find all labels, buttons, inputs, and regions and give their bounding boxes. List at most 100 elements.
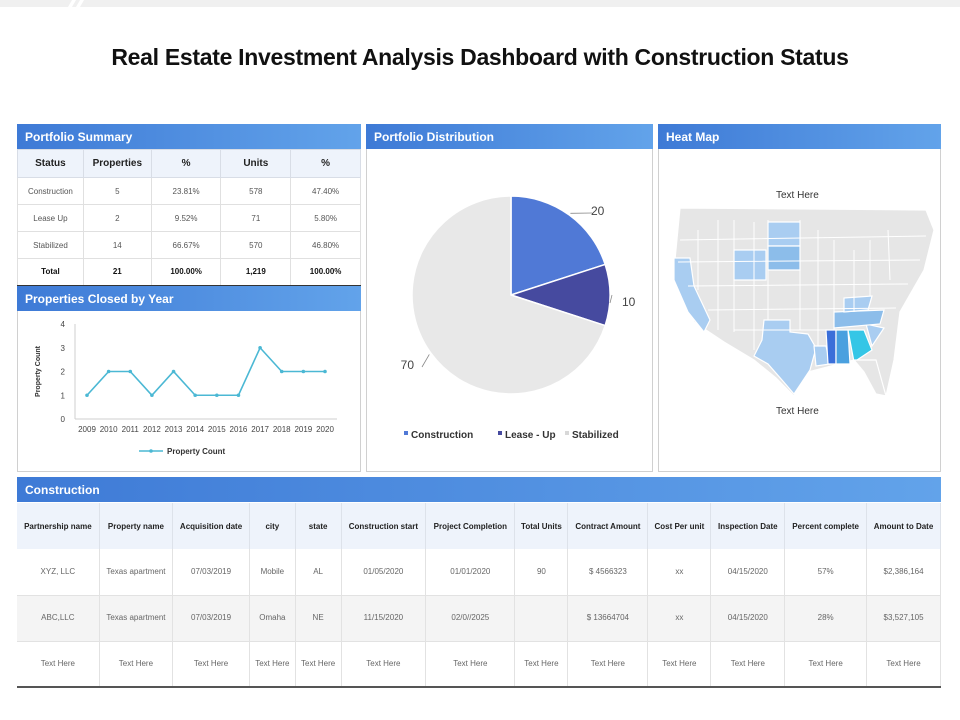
- pie-leader-line: [421, 354, 430, 368]
- table-cell: Omaha: [249, 595, 296, 642]
- table-cell: 71: [220, 204, 292, 232]
- summary-header-row: Status Properties % Units %: [17, 149, 361, 178]
- table-cell: Text Here: [249, 641, 296, 688]
- table-cell: 5.80%: [290, 204, 361, 232]
- top-bar-slash: [75, 0, 85, 7]
- table-cell: 47.40%: [290, 177, 361, 205]
- table-cell: Text Here: [514, 641, 569, 688]
- table-cell: Stabilized: [17, 231, 84, 259]
- x-tick-label: 2013: [165, 425, 183, 434]
- table-cell: AL: [295, 549, 342, 596]
- table-cell: 01/05/2020: [341, 549, 427, 596]
- data-point: [85, 393, 89, 398]
- legend-swatch: [404, 431, 408, 435]
- table-cell: Text Here: [172, 641, 250, 688]
- x-tick-label: 2019: [294, 425, 312, 434]
- table-cell: 11/15/2020: [341, 595, 427, 642]
- pie-data-label: 10: [622, 295, 636, 309]
- table-cell: Text Here: [295, 641, 342, 688]
- heat-map-header: Heat Map: [658, 124, 941, 149]
- x-tick-label: 2011: [122, 425, 140, 434]
- y-axis-label: Property Count: [35, 345, 42, 397]
- table-cell: Text Here: [647, 641, 712, 688]
- construction-col-header: Partnership name: [17, 503, 100, 549]
- table-cell: Texas apartment: [99, 549, 174, 596]
- pie-leader-line: [609, 294, 613, 304]
- table-cell: Text Here: [866, 641, 941, 688]
- table-cell: 02/0//2025: [425, 595, 516, 642]
- construction-col-header: Inspection Date: [710, 503, 786, 549]
- pie-data-label: 20: [591, 204, 605, 218]
- table-cell: Text Here: [341, 641, 427, 688]
- portfolio-distribution-chart: 20 10 70 Construction Lease - Up Stabilized: [401, 195, 636, 441]
- legend-swatch: [565, 431, 569, 435]
- table-cell: Text Here: [99, 641, 174, 688]
- state-georgia: [847, 329, 873, 364]
- data-point: [279, 369, 284, 374]
- pie-slice-construction: [510, 195, 607, 297]
- table-cell: 578: [220, 177, 292, 205]
- x-tick-label: 2014: [186, 425, 204, 434]
- table-cell: $ 4566323: [567, 549, 649, 596]
- table-cell: $ 13664704: [567, 595, 649, 642]
- table-cell: NE: [295, 595, 342, 642]
- x-tick-label: 2015: [208, 425, 226, 434]
- table-cell: 28%: [784, 595, 868, 642]
- data-point: [236, 393, 241, 398]
- table-row: Stabilized 14 66.67% 570 46.80%: [17, 231, 361, 259]
- table-cell: 57%: [784, 549, 868, 596]
- table-cell: 46.80%: [290, 231, 361, 259]
- summary-col-header: %: [150, 149, 222, 178]
- y-tick-label: 0: [61, 415, 66, 424]
- table-cell: Lease Up: [17, 204, 84, 232]
- table-cell: 2: [82, 204, 152, 232]
- table-cell: 07/03/2019: [172, 549, 250, 596]
- data-point: [323, 369, 327, 374]
- portfolio-summary-header: Portfolio Summary: [17, 124, 361, 149]
- table-cell: Text Here: [567, 641, 649, 688]
- y-tick-label: 2: [61, 368, 66, 377]
- data-point: [193, 393, 197, 398]
- legend-label: Property Count: [167, 447, 226, 456]
- y-tick-label: 4: [61, 320, 66, 329]
- series-line: [86, 346, 325, 397]
- table-row: ABC,LLC Texas apartment 07/03/2019 Omaha…: [17, 595, 941, 642]
- table-cell: XYZ, LLC: [17, 549, 100, 596]
- summary-col-header: %: [290, 149, 361, 178]
- legend-marker: [149, 449, 153, 453]
- legend-label: Construction: [411, 430, 473, 441]
- y-tick-label: 3: [61, 344, 66, 353]
- x-tick-label: 2010: [100, 425, 118, 434]
- construction-col-header: Amount to Date: [866, 503, 941, 549]
- legend-label: Lease - Up: [505, 430, 556, 441]
- table-cell: Text Here: [784, 641, 868, 688]
- state-south-dakota: [767, 245, 801, 271]
- data-point: [301, 369, 306, 374]
- portfolio-summary-table: Status Properties % Units % Construction…: [17, 149, 361, 287]
- page-title: Real Estate Investment Analysis Dashboar…: [111, 44, 849, 70]
- table-cell: Construction: [17, 177, 84, 205]
- data-point: [150, 393, 154, 398]
- us-heat-map: [673, 207, 935, 398]
- construction-header-row: Partnership name Property name Acquisiti…: [17, 503, 941, 549]
- state-kentucky: [843, 295, 873, 313]
- state-california: [673, 257, 711, 334]
- state-florida: [852, 359, 887, 397]
- legend-label: Stabilized: [572, 430, 619, 441]
- top-decoration-bar: [0, 0, 960, 7]
- table-row: Lease Up 2 9.52% 71 5.80%: [17, 204, 361, 232]
- table-row: XYZ, LLC Texas apartment 07/03/2019 Mobi…: [17, 549, 941, 596]
- table-cell: 14: [82, 231, 152, 259]
- construction-col-header: city: [249, 503, 296, 549]
- summary-col-header: Units: [220, 149, 292, 178]
- table-cell: 04/15/2020: [710, 595, 786, 642]
- pie-data-label: 70: [401, 358, 415, 372]
- table-cell: $3,527,105: [866, 595, 941, 642]
- properties-closed-header: Properties Closed by Year: [17, 286, 361, 311]
- table-cell: Texas apartment: [99, 595, 174, 642]
- total-row: Total 21 100.00% 1,219 100.00%: [17, 258, 361, 287]
- data-point: [106, 369, 111, 374]
- table-cell: [514, 595, 569, 642]
- summary-col-header: Status: [17, 149, 84, 178]
